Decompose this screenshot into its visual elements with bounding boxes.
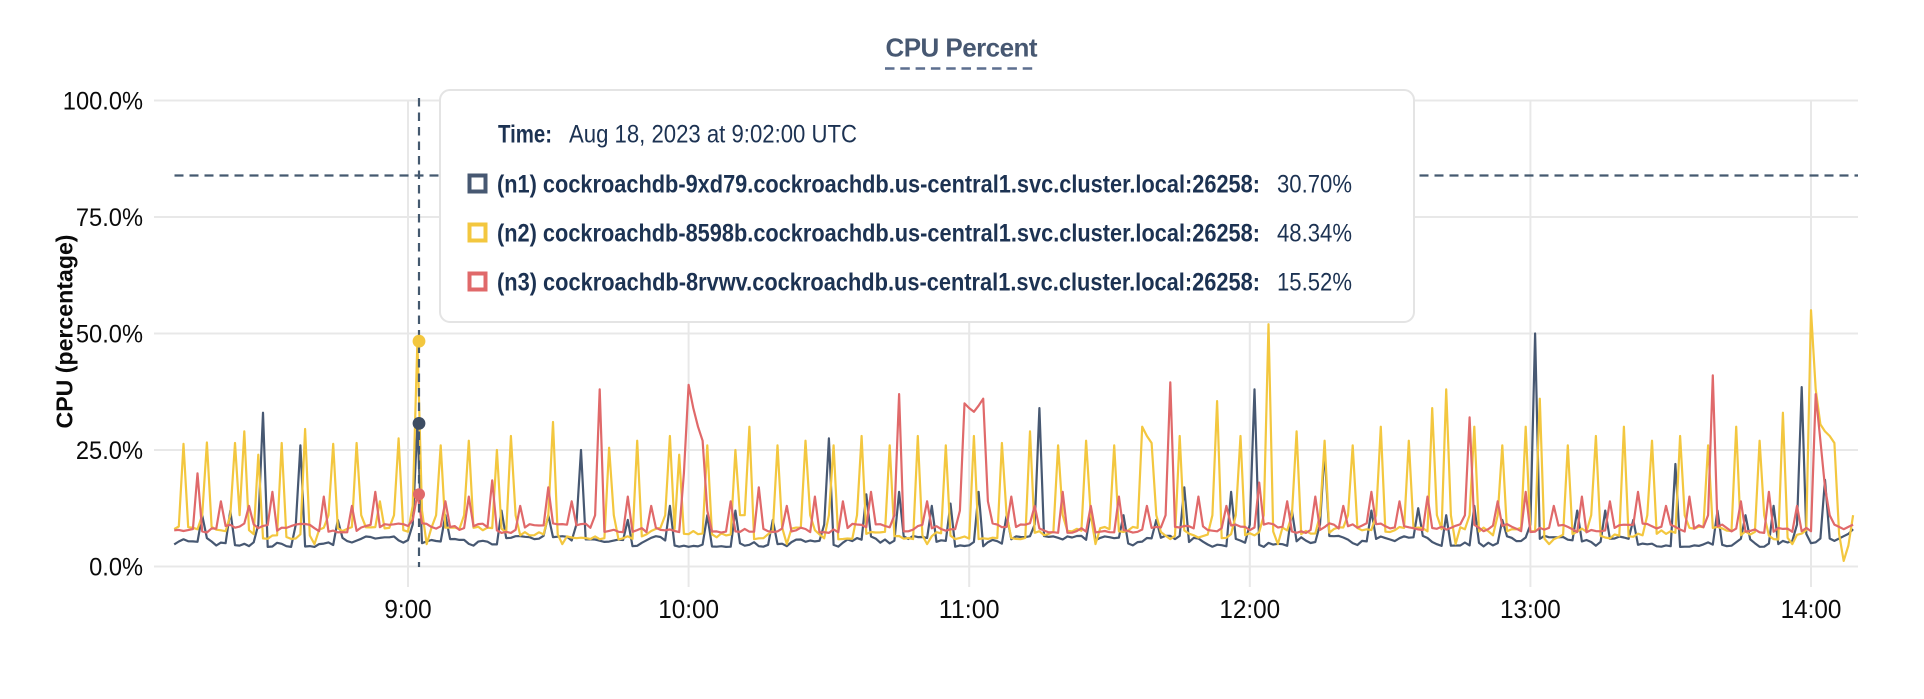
svg-text:25.0%: 25.0% [76, 437, 143, 465]
svg-text:CPU Percent: CPU Percent [886, 33, 1038, 63]
svg-text:(n2) cockroachdb-8598b.cockroa: (n2) cockroachdb-8598b.cockroachdb.us-ce… [497, 220, 1260, 248]
svg-text:(n1) cockroachdb-9xd79.cockroa: (n1) cockroachdb-9xd79.cockroachdb.us-ce… [497, 171, 1260, 199]
svg-text:Aug 18, 2023 at 9:02:00 UTC: Aug 18, 2023 at 9:02:00 UTC [569, 121, 857, 149]
svg-text:50.0%: 50.0% [76, 321, 143, 349]
svg-text:30.70%: 30.70% [1277, 171, 1352, 199]
svg-text:10:00: 10:00 [658, 594, 719, 624]
svg-text:0.0%: 0.0% [89, 554, 143, 582]
svg-text:9:00: 9:00 [384, 594, 431, 624]
svg-text:(n3) cockroachdb-8rvwv.cockroa: (n3) cockroachdb-8rvwv.cockroachdb.us-ce… [497, 269, 1260, 297]
svg-text:100.0%: 100.0% [63, 88, 143, 116]
svg-text:14:00: 14:00 [1781, 594, 1842, 624]
svg-text:48.34%: 48.34% [1277, 220, 1352, 248]
svg-text:11:00: 11:00 [939, 594, 1000, 624]
svg-text:12:00: 12:00 [1219, 594, 1280, 624]
svg-text:75.0%: 75.0% [76, 204, 143, 232]
svg-text:CPU (percentage): CPU (percentage) [52, 235, 78, 429]
svg-text:Time:: Time: [498, 121, 552, 149]
svg-text:13:00: 13:00 [1500, 594, 1561, 624]
svg-text:15.52%: 15.52% [1277, 269, 1352, 297]
